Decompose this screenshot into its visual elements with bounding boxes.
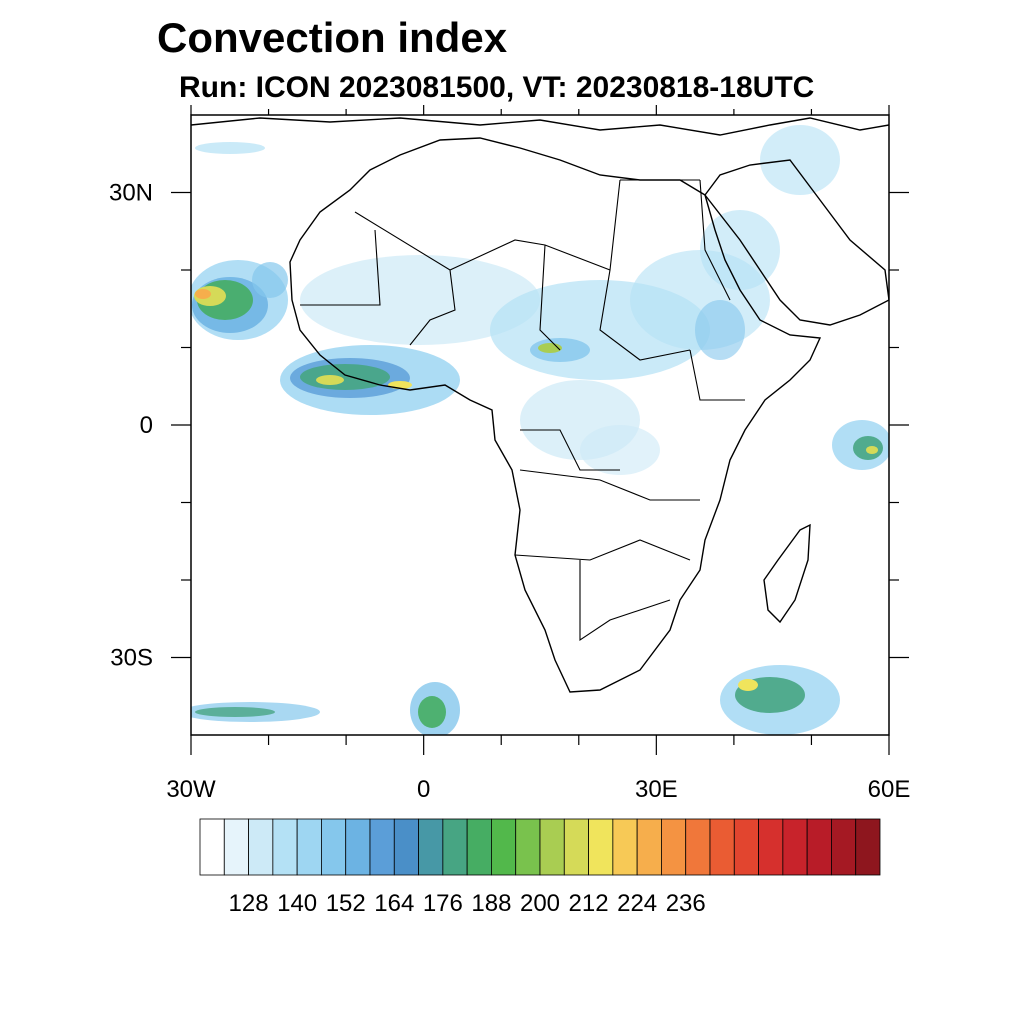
colorbar-swatch (733, 818, 759, 876)
colorbar-swatch (296, 818, 322, 876)
colorbar: 128 140 152 164 176 188 200 212 224 236 (199, 818, 881, 917)
colorbar-swatch (272, 818, 298, 876)
x-tick-label: 0 (417, 776, 430, 803)
coastlines (191, 117, 889, 693)
colorbar-swatch (466, 818, 492, 876)
colorbar-swatch (442, 818, 468, 876)
colorbar-swatch (636, 818, 662, 876)
field-area (695, 300, 745, 360)
y-tick-label: 30N (109, 180, 153, 207)
colorbar-swatch (612, 818, 638, 876)
field-area (195, 289, 211, 299)
map-axes: 30W 0 30E 60E 30N 0 30S (109, 105, 910, 803)
colorbar-swatch (831, 818, 857, 876)
colorbar-swatch (491, 818, 517, 876)
colorbar-swatch (855, 818, 881, 876)
colorbar-swatch (758, 818, 784, 876)
colorbar-swatch (418, 818, 444, 876)
field-area (252, 262, 288, 298)
field-area (300, 255, 540, 345)
field-area (316, 375, 344, 385)
colorbar-swatch (539, 818, 565, 876)
colorbar-label: 128 (229, 890, 269, 917)
colorbar-swatch (806, 818, 832, 876)
colorbar-label: 224 (617, 890, 657, 917)
field-area (418, 696, 446, 728)
colorbar-swatch (782, 818, 808, 876)
country-borders (300, 179, 745, 642)
colorbar-swatch (685, 818, 711, 876)
y-tick-label: 0 (140, 412, 153, 439)
colorbar-swatch (709, 818, 735, 876)
arabia-coastline (704, 159, 889, 326)
map-subtitle: Run: ICON 2023081500, VT: 20230818-18UTC (179, 71, 815, 104)
colorbar-label: 152 (326, 890, 366, 917)
colorbar-swatch (223, 818, 249, 876)
madagascar-coastline (763, 523, 811, 624)
colorbar-swatch (321, 818, 347, 876)
colorbar-label: 236 (666, 890, 706, 917)
europe-coastline (191, 117, 889, 136)
colorbar-swatch (563, 818, 589, 876)
map-title: Convection index (157, 14, 508, 61)
colorbar-swatch (248, 818, 274, 876)
field-area (738, 679, 758, 691)
x-tick-label: 30W (166, 776, 216, 803)
colorbar-swatch (369, 818, 395, 876)
colorbar-swatch (661, 818, 687, 876)
colorbar-swatch (345, 818, 371, 876)
africa-coastline (289, 137, 822, 693)
field-area (195, 142, 265, 154)
field-area (760, 125, 840, 195)
colorbar-label: 188 (471, 890, 511, 917)
colorbar-label: 212 (569, 890, 609, 917)
colorbar-swatch (515, 818, 541, 876)
y-tick-label: 30S (110, 645, 153, 672)
field-area (195, 707, 275, 717)
x-tick-label: 30E (635, 776, 678, 803)
x-tick-label: 60E (868, 776, 911, 803)
colorbar-swatch (199, 818, 225, 876)
colorbar-swatch (588, 818, 614, 876)
colorbar-swatch (393, 818, 419, 876)
field-area (580, 425, 660, 475)
convection-field (191, 125, 889, 735)
colorbar-label: 164 (374, 890, 414, 917)
field-area (866, 446, 878, 454)
field-area (300, 364, 390, 390)
colorbar-label: 140 (277, 890, 317, 917)
colorbar-label: 176 (423, 890, 463, 917)
colorbar-label: 200 (520, 890, 560, 917)
